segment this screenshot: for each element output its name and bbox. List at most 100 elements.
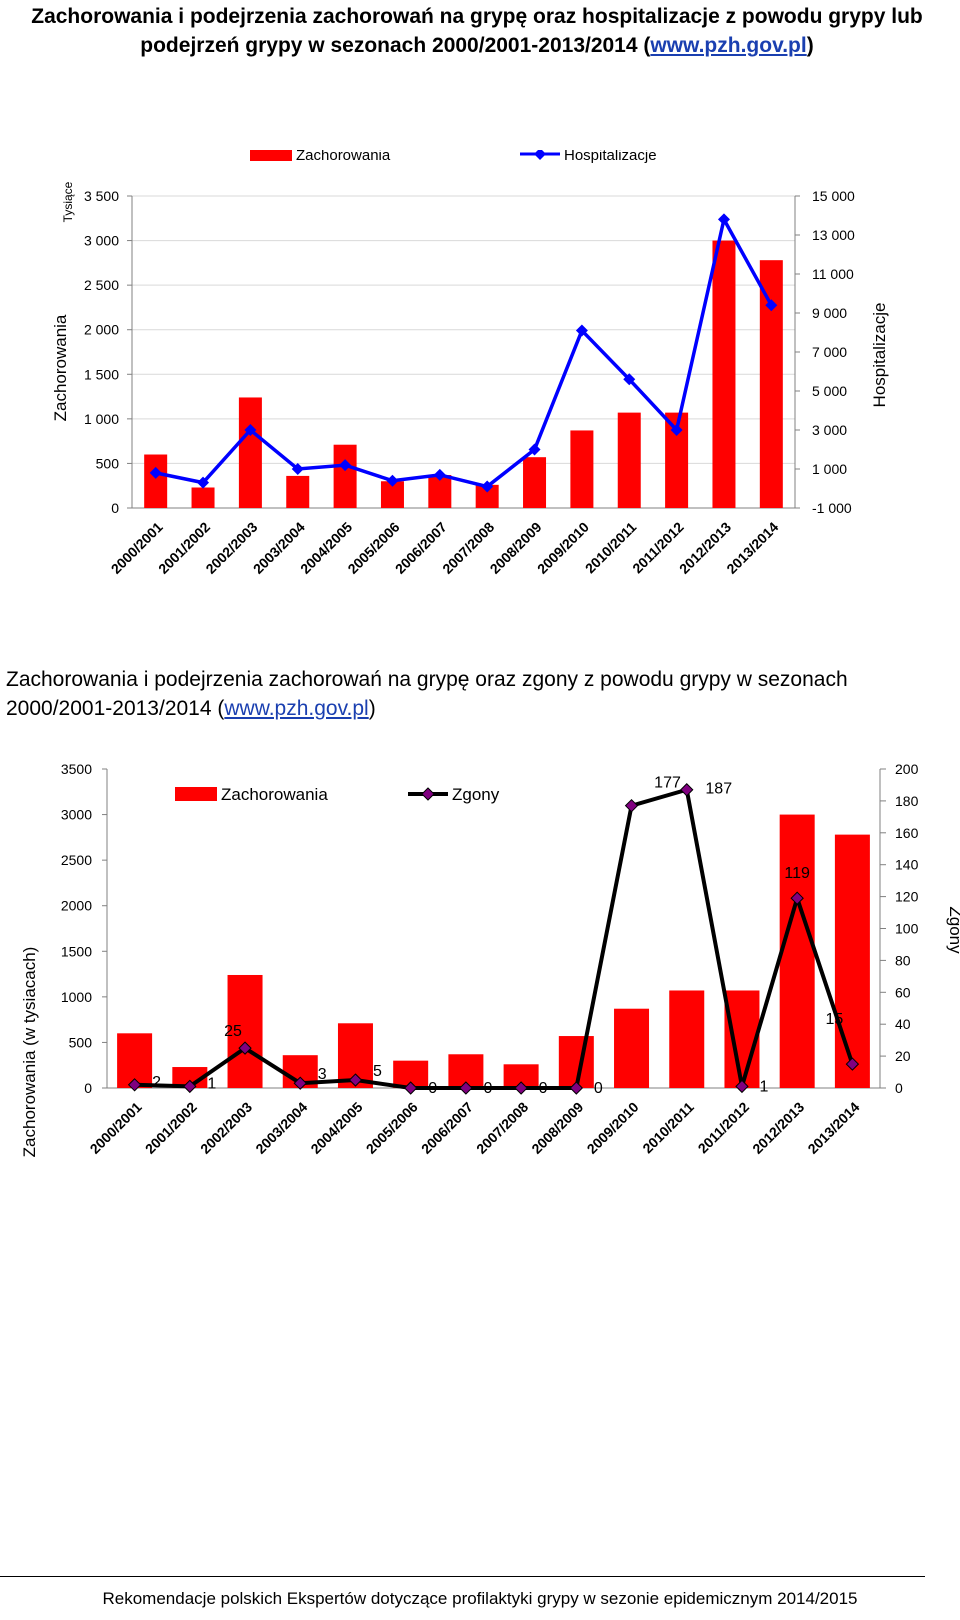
- y2-tick-label: 180: [895, 793, 919, 809]
- y2-tick-label: 0: [895, 1080, 903, 1096]
- y-tick-label: 1 500: [84, 366, 119, 382]
- y-axis-title: Zachorowania: [51, 314, 70, 421]
- y-axis-unit: Tysiące: [61, 181, 75, 222]
- x-tick-label: 2013/2014: [723, 519, 781, 577]
- legend-marker-hospitalizacje: [534, 150, 546, 160]
- data-label-zgony: 119: [784, 865, 810, 882]
- x-tick-label: 2007/2008: [473, 1099, 531, 1157]
- point-hospitalizacje: [433, 468, 446, 481]
- x-tick-label: 2001/2002: [142, 1099, 200, 1157]
- chart2-title-link[interactable]: www.pzh.gov.pl: [224, 697, 369, 720]
- x-tick-label: 2013/2014: [804, 1099, 862, 1157]
- y-tick-label: 0: [111, 500, 119, 516]
- y-tick-label: 2000: [61, 898, 92, 914]
- point-hospitalizacje: [528, 443, 541, 456]
- point-hospitalizacje: [765, 299, 778, 312]
- point-hospitalizacje: [149, 466, 162, 479]
- bar-zachorowania: [523, 457, 547, 508]
- y-tick-label: 2 500: [84, 277, 119, 293]
- y2-axis-title: Hospitalizacje: [870, 303, 889, 408]
- y2-tick-label: 11 000: [812, 266, 854, 282]
- y2-tick-label: 13 000: [812, 227, 855, 243]
- data-label-zgony: 5: [373, 1063, 382, 1080]
- chart1-title: Zachorowania i podejrzenia zachorowań na…: [31, 5, 923, 57]
- point-zgony: [624, 798, 639, 813]
- y-tick-label: 3500: [61, 761, 92, 777]
- y2-tick-label: 1 000: [812, 461, 847, 477]
- chart2-title: Zachorowania i podejrzenia zachorowań na…: [6, 668, 848, 720]
- y2-axis-title: Zgony: [946, 906, 960, 954]
- x-tick-label: 2009/2010: [534, 519, 592, 577]
- y-tick-label: 2500: [61, 852, 92, 868]
- y-tick-label: 3 500: [84, 188, 119, 204]
- y-tick-label: 3000: [61, 807, 92, 823]
- bar-zachorowania: [503, 1064, 539, 1088]
- data-label-zgony: 177: [654, 775, 681, 792]
- y2-tick-label: 7 000: [812, 344, 847, 360]
- legend-label-zachorowania: Zachorowania: [221, 785, 328, 804]
- footer-divider: [0, 1576, 925, 1577]
- y2-tick-label: 200: [895, 761, 919, 777]
- data-label-zgony: 1: [760, 1078, 769, 1095]
- point-zgony: [790, 891, 804, 905]
- data-label-zgony: 187: [705, 781, 732, 798]
- y-tick-label: 3 000: [84, 233, 119, 249]
- point-hospitalizacje: [197, 476, 210, 489]
- point-hospitalizacje: [481, 480, 494, 493]
- bar-zachorowania: [475, 484, 499, 508]
- chart1-title-link[interactable]: www.pzh.gov.pl: [650, 34, 807, 57]
- data-label-zgony: 1: [207, 1075, 216, 1092]
- y2-tick-label: 3 000: [812, 422, 847, 438]
- y-tick-label: 500: [69, 1034, 93, 1050]
- point-zgony: [735, 1079, 749, 1094]
- chart1-hospitalizations: 0 500 1 000 1 500 2 000 2 500 3 000 3 500 -1 000…: [51, 150, 889, 577]
- bar-zachorowania: [428, 475, 452, 508]
- point-hospitalizacje: [717, 213, 730, 226]
- data-label-zgony: 0: [594, 1080, 603, 1097]
- y2-tick-label: 100: [895, 921, 919, 937]
- point-zgony: [845, 1057, 860, 1071]
- point-zgony: [459, 1081, 473, 1095]
- point-zgony: [293, 1076, 307, 1090]
- x-tick-label: 2008/2009: [528, 1099, 586, 1157]
- bar-zachorowania: [570, 430, 594, 508]
- point-zgony: [348, 1073, 363, 1087]
- bar-zachorowania: [286, 475, 310, 508]
- y2-tick-label: 20: [895, 1048, 911, 1064]
- bar-zachorowania: [144, 454, 168, 508]
- legend-swatch-zachorowania: [250, 150, 292, 161]
- point-zgony: [183, 1079, 197, 1094]
- legend-swatch-zachorowania: [175, 787, 217, 801]
- chart2-deaths: 0500100015002000250030003500020406080100…: [20, 761, 960, 1158]
- point-hospitalizacje: [575, 324, 588, 337]
- y2-tick-label: 140: [895, 857, 919, 873]
- legend-label-zgony: Zgony: [452, 785, 500, 804]
- y2-tick-label: 160: [895, 825, 919, 841]
- line-zgony: [134, 787, 855, 1090]
- y2-tick-label: 5 000: [812, 383, 847, 399]
- point-zgony: [514, 1081, 528, 1095]
- point-zgony: [403, 1081, 418, 1095]
- y2-tick-label: 80: [895, 952, 911, 968]
- data-label-zgony: 15: [825, 1011, 843, 1028]
- x-tick-label: 2010/2011: [639, 1099, 697, 1157]
- footer-text: Rekomendacje polskich Ekspertów dotycząc…: [102, 1589, 858, 1608]
- y2-tick-label: 120: [895, 889, 919, 905]
- point-zgony: [127, 1078, 142, 1092]
- bar-zachorowania: [665, 412, 689, 508]
- y-tick-label: 2 000: [84, 322, 119, 338]
- point-hospitalizacje: [670, 424, 683, 436]
- x-tick-label: 2011/2012: [695, 1099, 753, 1157]
- bar-zachorowania: [191, 487, 215, 508]
- y-tick-label: 500: [96, 455, 120, 471]
- y2-tick-label: 9 000: [812, 305, 847, 321]
- bar-zachorowania: [779, 814, 815, 1088]
- y-axis-title: Zachorowania (w tysiacach): [20, 947, 39, 1158]
- bar-zachorowania: [712, 240, 736, 509]
- bar-zachorowania: [238, 397, 262, 508]
- x-tick-label: 2005/2006: [363, 1099, 421, 1157]
- point-zgony: [569, 1081, 584, 1095]
- point-hospitalizacje: [386, 474, 399, 487]
- bar-zachorowania: [669, 990, 705, 1088]
- data-label-zgony: 0: [428, 1080, 437, 1097]
